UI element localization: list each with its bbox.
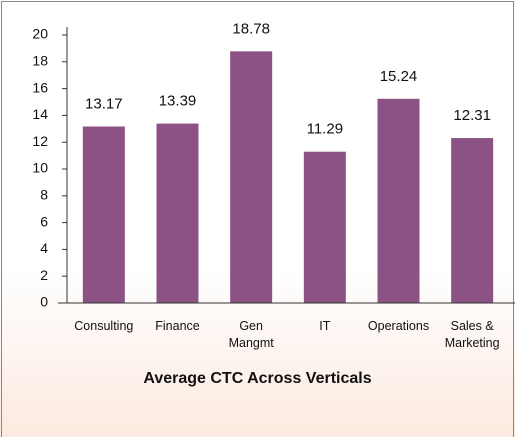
y-tick-label: 10 [32, 160, 48, 176]
y-tick-label: 20 [32, 26, 48, 42]
y-tick-label: 4 [40, 240, 48, 256]
x-tick-label: Sales & Marketing [444, 319, 500, 350]
bar [377, 98, 420, 303]
y-tick-label: 8 [40, 187, 48, 203]
x-tick-label: Operations [367, 319, 430, 333]
data-label: 18.78 [232, 20, 270, 37]
bar [82, 126, 125, 303]
data-label: 11.29 [307, 121, 343, 138]
bar [303, 151, 346, 303]
y-tick-label: 18 [32, 53, 48, 69]
x-tick-label: IT [319, 319, 331, 333]
x-tick-label: Finance [155, 319, 200, 333]
data-label: 13.39 [159, 93, 197, 110]
y-tick-label: 0 [40, 294, 48, 310]
data-label: 13.17 [85, 95, 123, 112]
x-tick-label: Gen Mangmt [228, 319, 274, 350]
data-label: 15.24 [380, 68, 418, 85]
chart-title: Average CTC Across Verticals [143, 370, 372, 387]
bar [451, 138, 494, 303]
y-tick-label: 6 [40, 213, 48, 229]
y-tick-label: 12 [32, 133, 48, 149]
data-label: 12.31 [453, 107, 491, 124]
x-tick-label: Consulting [74, 319, 134, 333]
y-tick-label: 2 [40, 267, 48, 283]
y-tick-label: 16 [32, 79, 48, 95]
bar [230, 51, 273, 304]
y-tick-label: 14 [32, 106, 48, 122]
bar [156, 123, 199, 303]
